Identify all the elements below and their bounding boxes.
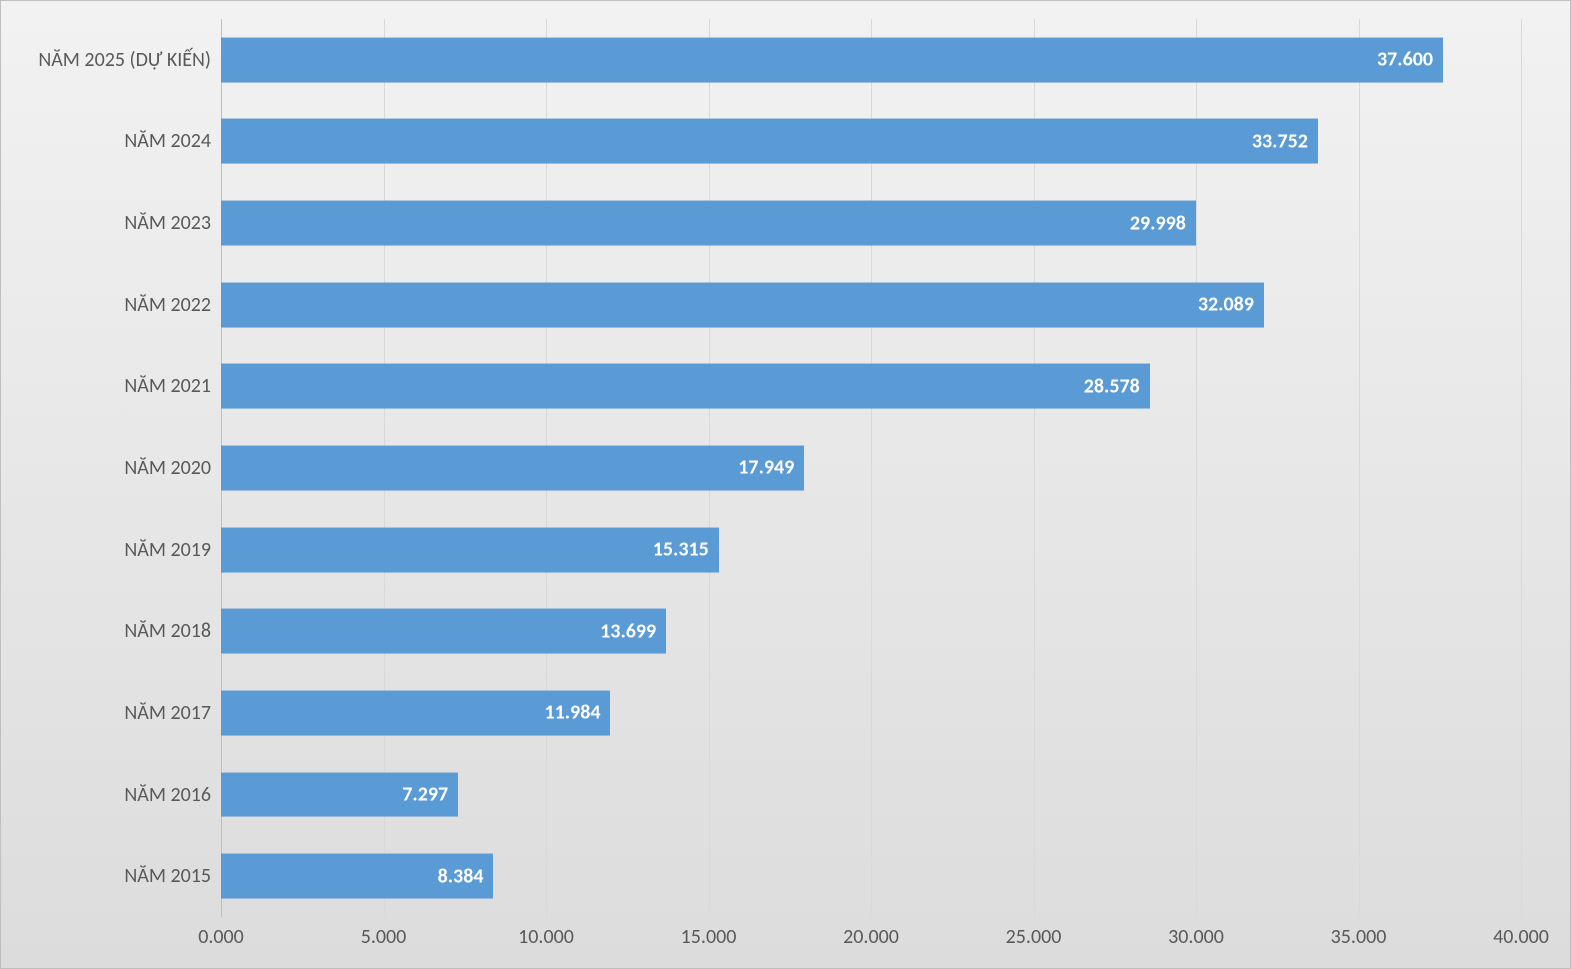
x-tick-label: 10.000 <box>518 917 574 949</box>
bar-value-label: 32.089 <box>1198 293 1254 317</box>
bar-value-label: 33.752 <box>1252 129 1308 153</box>
category-label: NĂM 2017 <box>124 701 221 725</box>
category-label: NĂM 2025 (DỰ KIẾN) <box>38 48 221 72</box>
bar: 13.699 <box>221 609 666 654</box>
bar-chart: 0.000 5.000 10.000 15.000 20.000 25.000 30.000… <box>0 0 1571 969</box>
category-label: NĂM 2016 <box>124 783 221 807</box>
x-tick-label: 35.000 <box>1331 917 1387 949</box>
bar-value-label: 17.949 <box>738 456 794 480</box>
category-label: NĂM 2022 <box>124 293 221 317</box>
gridline <box>1359 19 1360 917</box>
bar: 15.315 <box>221 527 719 572</box>
plot-area: 0.0005.00010.00015.00020.00025.00030.000… <box>221 19 1521 917</box>
bar: 28.578 <box>221 364 1150 409</box>
bar-value-label: 29.998 <box>1130 211 1186 235</box>
x-tick-label: 15.000 <box>681 917 737 949</box>
bar: 17.949 <box>221 446 804 491</box>
bar: 11.984 <box>221 690 610 735</box>
category-label: NĂM 2021 <box>124 374 221 398</box>
bar: 37.600 <box>221 37 1443 82</box>
bar-value-label: 37.600 <box>1377 48 1433 72</box>
bar-value-label: 28.578 <box>1084 374 1140 398</box>
gridline <box>1521 19 1522 917</box>
bar: 33.752 <box>221 119 1318 164</box>
bar: 29.998 <box>221 201 1196 246</box>
bar-value-label: 11.984 <box>544 701 600 725</box>
x-tick-label: 30.000 <box>1168 917 1224 949</box>
bar: 8.384 <box>221 854 493 899</box>
x-tick-label: 40.000 <box>1493 917 1549 949</box>
bar: 7.297 <box>221 772 458 817</box>
x-tick-label: 5.000 <box>361 917 407 949</box>
x-tick-label: 0.000 <box>198 917 244 949</box>
bar-value-label: 8.384 <box>438 864 484 888</box>
bar-value-label: 13.699 <box>600 619 656 643</box>
bar-value-label: 15.315 <box>653 538 709 562</box>
category-label: NĂM 2018 <box>124 619 221 643</box>
x-tick-label: 25.000 <box>1006 917 1062 949</box>
category-label: NĂM 2019 <box>124 538 221 562</box>
category-label: NĂM 2015 <box>124 864 221 888</box>
x-tick-label: 20.000 <box>843 917 899 949</box>
category-label: NĂM 2024 <box>124 129 221 153</box>
category-label: NĂM 2023 <box>124 211 221 235</box>
bar: 32.089 <box>221 282 1264 327</box>
bar-value-label: 7.297 <box>402 783 448 807</box>
category-label: NĂM 2020 <box>124 456 221 480</box>
